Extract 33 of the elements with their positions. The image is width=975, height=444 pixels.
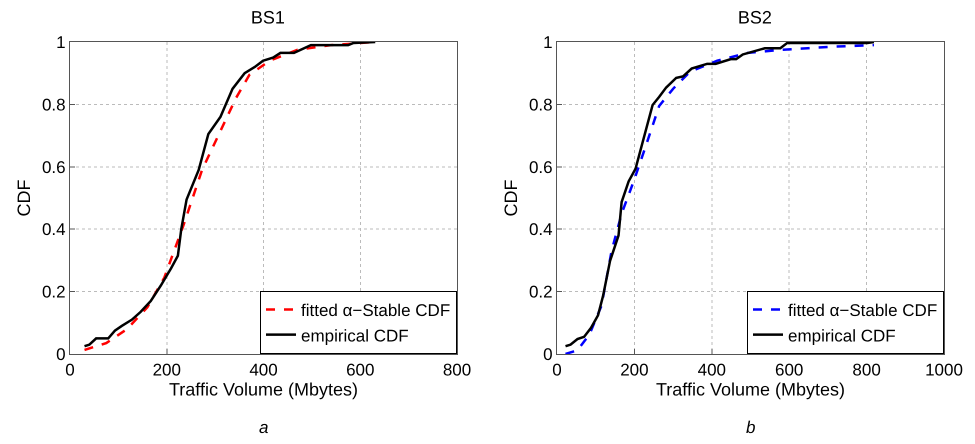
x-tick-label: 800 — [852, 360, 881, 380]
x-tick-label: 200 — [620, 360, 649, 380]
y-tick-label: 1 — [56, 32, 66, 52]
y-tick-label: 0.8 — [528, 95, 553, 114]
legend-label: fitted α−Stable CDF — [301, 301, 450, 320]
x-tick-label: 800 — [442, 360, 472, 380]
legend-label: empirical CDF — [301, 326, 409, 346]
x-tick-label: 1000 — [925, 360, 963, 380]
y-tick-label: 0.6 — [528, 158, 553, 177]
x-tick-label: 400 — [698, 360, 726, 380]
text: a — [259, 418, 268, 437]
y-tick-label: 0 — [543, 344, 553, 364]
y-tick-label: 1 — [543, 32, 553, 52]
y-axis-title: CDF — [14, 180, 34, 216]
y-tick-label: 0.2 — [528, 282, 553, 302]
y-tick-label: 0.2 — [42, 282, 66, 302]
legend-label: fitted α−Stable CDF — [788, 301, 938, 320]
x-tick-label: 400 — [249, 360, 278, 380]
legend-label: empirical CDF — [788, 326, 896, 346]
x-tick-label: 600 — [346, 360, 374, 380]
y-tick-label: 0.4 — [528, 220, 553, 240]
x-axis-title: Traffic Volume (Mbytes) — [656, 379, 846, 400]
x-tick-label: 600 — [775, 360, 804, 380]
y-tick-label: 0 — [56, 344, 66, 364]
y-tick-label: 0.6 — [42, 158, 66, 177]
x-tick-label: 200 — [152, 360, 181, 380]
x-axis-title: Traffic Volume (Mbytes) — [168, 379, 358, 400]
text: b — [746, 418, 756, 437]
y-tick-label: 0.4 — [42, 220, 66, 240]
y-axis-title: CDF — [501, 180, 522, 216]
y-tick-label: 0.8 — [42, 95, 66, 114]
chart-title: BS2 — [738, 8, 772, 28]
chart-title: BS1 — [250, 8, 285, 28]
